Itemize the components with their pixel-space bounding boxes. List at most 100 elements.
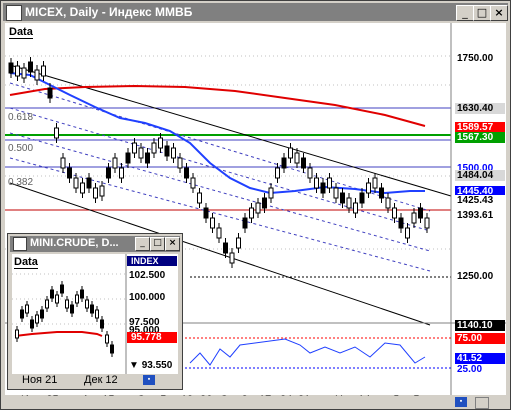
inner-candle-body <box>15 329 19 339</box>
candle-body <box>398 217 404 229</box>
data-tab[interactable]: Data <box>9 26 33 39</box>
candle-body <box>86 177 92 189</box>
price-badge: 1393.61 <box>455 210 505 221</box>
inner-window[interactable]: MINI.CRUDE, D... _ □ × Data INDEX 102.50… <box>7 233 183 390</box>
inner-candle-body <box>110 344 114 354</box>
main-chart-canvas[interactable] <box>5 23 506 395</box>
candle-body <box>320 182 326 194</box>
candle-body <box>229 252 235 264</box>
candle-body <box>132 142 137 154</box>
candle-body <box>203 207 209 219</box>
candle-body <box>314 177 319 189</box>
candle-body <box>249 207 254 219</box>
candle-body <box>41 65 46 77</box>
candle-body <box>418 207 423 219</box>
candle-body <box>171 147 176 159</box>
candle-body <box>379 187 384 199</box>
inner-price-axis-label: 97.500 <box>129 317 160 328</box>
price-badge: 25.00 <box>455 364 505 375</box>
inner-candle-body <box>80 289 84 299</box>
candle-body <box>372 177 378 189</box>
oscillator-line <box>189 338 426 366</box>
ma-red <box>9 84 426 127</box>
inner-chart-canvas[interactable] <box>12 254 178 374</box>
inner-candle-body <box>100 319 104 329</box>
status-bar: ▪ <box>5 396 506 409</box>
inner-candle-body <box>30 319 34 329</box>
candle-body <box>34 69 40 81</box>
candle-body <box>346 197 352 209</box>
candle-body <box>301 157 306 169</box>
price-badge: 1589.57 <box>455 122 505 133</box>
candle-body <box>353 202 358 214</box>
inner-candle-body <box>90 304 94 314</box>
inner-title-bar[interactable]: MINI.CRUDE, D... _ □ × <box>10 236 180 252</box>
toolbar-icon[interactable]: ▪ <box>455 397 467 407</box>
minimize-button[interactable]: _ <box>456 5 474 21</box>
candle-body <box>333 187 339 199</box>
candle-body <box>255 202 261 214</box>
candle-body <box>112 157 118 169</box>
candle-body <box>151 142 157 154</box>
candle-body <box>424 217 430 229</box>
candle-body <box>125 152 131 164</box>
candle-body <box>307 167 313 179</box>
fibo-label: 0.618 <box>8 112 34 123</box>
inner-chart-area[interactable]: Data INDEX 102.500 100.000 97.500 95.000 95… <box>12 254 178 374</box>
ma-blue <box>9 72 425 195</box>
inner-candle-body <box>35 314 39 324</box>
candle-body <box>164 145 170 157</box>
candle-body <box>411 212 417 224</box>
price-badge: 1567.30 <box>455 132 505 143</box>
inner-candle-body <box>85 299 89 309</box>
title-bar[interactable]: MICEX, Daily - Индекс ММВБ _ □ × <box>3 3 508 21</box>
inner-price-badge: 95.778 <box>127 332 177 343</box>
price-badge: 1140.10 <box>455 320 505 331</box>
price-badge: 41.52 <box>455 353 505 364</box>
candle-body <box>8 62 14 74</box>
fibo-label: 0.382 <box>8 177 34 188</box>
candle-body <box>138 147 144 159</box>
chart-window-icon <box>6 5 22 21</box>
candle-body <box>216 227 222 239</box>
candle-body <box>281 157 287 169</box>
candle-body <box>340 192 345 204</box>
chart-window-icon <box>13 237 27 251</box>
inner-window-title: MINI.CRUDE, D... <box>30 237 119 249</box>
candle-body <box>359 192 365 204</box>
inner-data-tab[interactable]: Data <box>14 256 38 269</box>
candle-body <box>190 177 196 189</box>
candle-body <box>21 67 27 79</box>
inner-candle-body <box>20 309 24 319</box>
candle-body <box>54 127 59 139</box>
inner-maximize-button[interactable]: □ <box>150 237 165 251</box>
candle-body <box>73 177 79 189</box>
maximize-button[interactable]: □ <box>473 5 491 21</box>
candle-body <box>366 182 371 194</box>
candle-body <box>268 187 274 199</box>
candle-body <box>177 157 183 169</box>
inner-ma-red <box>14 331 103 337</box>
candle-body <box>236 237 241 249</box>
candle-body <box>119 167 124 179</box>
candle-body <box>392 207 397 219</box>
inner-last-price: ▼ 93.550 <box>127 360 177 371</box>
inner-candle-body <box>65 299 69 309</box>
inner-price-axis-label: 102.500 <box>129 270 166 281</box>
candles <box>8 57 430 268</box>
candle-body <box>294 152 300 164</box>
inner-date-axis-label: Дек 12 <box>84 374 118 386</box>
price-axis-label: 1250.00 <box>457 271 494 282</box>
candle-body <box>60 157 66 169</box>
lock-icon[interactable] <box>475 397 489 409</box>
inner-close-button[interactable]: × <box>165 237 180 251</box>
inner-minimize-button[interactable]: _ <box>135 237 150 251</box>
candle-body <box>99 185 105 197</box>
inner-candle-body <box>70 304 74 314</box>
candle-body <box>405 227 410 239</box>
inner-toolbar-icon[interactable]: ▪ <box>143 375 155 385</box>
fibo-label: 0.500 <box>8 143 34 154</box>
close-button[interactable]: × <box>490 5 508 21</box>
inner-candle-body <box>45 299 49 309</box>
index-label: INDEX <box>127 256 177 266</box>
